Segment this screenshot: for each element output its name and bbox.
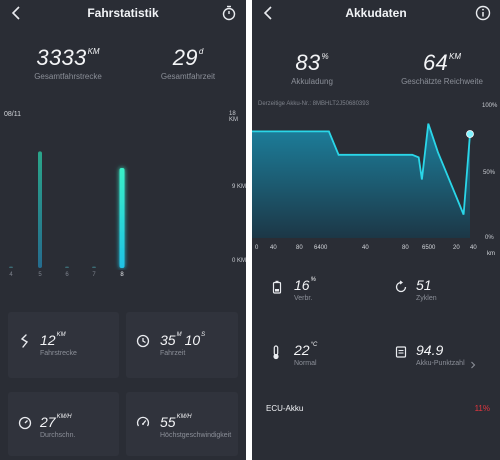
estimated-range-label: Geschätzte Reichweite <box>401 77 483 86</box>
total-time-value: 29 <box>172 45 198 70</box>
total-distance-unit: KM <box>87 47 100 56</box>
total-time: 29d Gesamtfahrzeit <box>148 45 228 81</box>
total-time-unit: d <box>198 47 204 56</box>
clock-icon <box>136 334 150 348</box>
max-speed-value: 55KM/H <box>160 414 192 430</box>
estimated-range: 64KM Geschätzte Reichweite <box>394 50 490 86</box>
battery-icon <box>272 280 282 294</box>
day-tick[interactable]: 6 <box>65 272 69 278</box>
y-label-mid: 50% <box>483 170 496 176</box>
day-tick-selected[interactable]: 8 <box>120 272 124 278</box>
document-icon <box>395 346 407 358</box>
bar-day-5[interactable] <box>38 151 42 268</box>
daily-distance-chart <box>9 151 125 269</box>
consumption-value: 16% <box>294 277 316 293</box>
page-title: Fahrstatistik <box>87 6 159 20</box>
day-tick[interactable]: 5 <box>38 272 42 278</box>
total-distance: 3333KM Gesamtfahrstrecke <box>28 45 108 81</box>
battery-score-value[interactable]: 94.9 <box>416 342 444 358</box>
day-tick[interactable]: 4 <box>9 272 13 278</box>
battery-current-point[interactable] <box>466 130 474 138</box>
avg-speed-value: 27KM/H <box>40 414 72 430</box>
battery-line <box>252 123 471 215</box>
info-icon[interactable] <box>474 4 492 22</box>
thermometer-icon <box>273 345 279 360</box>
consumption-label: Verbr. <box>294 295 313 302</box>
distance-value: 12KM <box>40 332 66 348</box>
total-time-label: Gesamtfahrzeit <box>160 72 216 81</box>
bar-day-6[interactable] <box>65 266 69 269</box>
page-title: Akkudaten <box>345 6 407 20</box>
x-label: 20 <box>453 245 460 251</box>
distance-label: Fahrstrecke <box>40 350 77 357</box>
y-label-min: 0% <box>485 235 494 241</box>
top-bar: Akkudaten <box>252 0 500 26</box>
ride-time-value: 35M 10S <box>160 332 206 348</box>
battery-serial: Derzeitige Akku-Nr.: 8MBHLT2J50680393 <box>258 101 369 107</box>
chevron-left-icon[interactable] <box>260 4 278 22</box>
x-label: 6500 <box>422 245 436 251</box>
driving-statistics-screen: Fahrstatistik 3333KM Gesamtfahrstrecke 2… <box>0 0 246 460</box>
chevron-left-icon[interactable] <box>8 4 26 22</box>
avg-speed-label: Durchschn. <box>40 432 76 439</box>
day-tick[interactable]: 7 <box>92 272 96 278</box>
cycles-label: Zyklen <box>416 295 437 302</box>
battery-charge-label: Akkuladung <box>291 77 333 86</box>
temperature-label: Normal <box>294 360 317 367</box>
battery-level-chart <box>252 123 474 238</box>
avg-speed-card: 27KM/H Durchschn. <box>8 392 119 456</box>
speedometer-icon <box>18 416 32 430</box>
total-distance-value: 3333 <box>36 45 87 70</box>
battery-charge-value: 83 <box>295 50 321 75</box>
x-unit-label: km <box>487 251 495 257</box>
bar-day-8[interactable] <box>119 168 125 268</box>
cycles-value: 51 <box>416 277 432 293</box>
estimated-range-unit: KM <box>449 52 462 61</box>
max-speed-label: Höchstgeschwindigkeit <box>160 432 232 439</box>
battery-charge: 83% Akkuladung <box>272 50 352 86</box>
max-speed-icon <box>136 416 150 427</box>
ecu-battery-value: 11% <box>474 404 490 413</box>
x-label: 40 <box>270 245 277 251</box>
y-label-mid: 9 KM <box>232 184 246 190</box>
bar-day-7[interactable] <box>92 266 96 269</box>
ride-time-card: 35M 10S Fahrzeit <box>126 312 238 378</box>
estimated-range-value: 64 <box>422 50 449 75</box>
temperature-value: 22°C <box>294 342 318 358</box>
bar-day-4[interactable] <box>9 266 13 269</box>
battery-area <box>252 123 470 238</box>
x-label: 40 <box>362 245 369 251</box>
chart-date: 08/11 <box>4 111 21 118</box>
y-label-min: 0 KM <box>232 258 246 264</box>
y-label-max: 100% <box>482 103 498 109</box>
battery-data-screen: Akkudaten 83% Akkuladung 64KM Geschätzte… <box>252 0 500 460</box>
battery-charge-unit: % <box>321 52 329 61</box>
battery-score-label[interactable]: Akku-Punktzahl <box>416 360 465 367</box>
ecu-battery-row: ECU-Akku 11% <box>252 396 500 422</box>
ecu-battery-label: ECU-Akku <box>266 404 304 413</box>
y-label-max: 18 KM <box>229 111 238 123</box>
top-bar: Fahrstatistik <box>0 0 246 26</box>
x-label: 0 <box>255 245 259 251</box>
distance-card: 12KM Fahrstrecke <box>8 312 119 378</box>
x-label: 80 <box>402 245 409 251</box>
route-icon <box>20 334 29 348</box>
x-label: 80 <box>296 245 303 251</box>
x-label: 40 <box>470 245 477 251</box>
max-speed-card: 55KM/H Höchstgeschwindigkeit <box>126 392 238 456</box>
ride-time-label: Fahrzeit <box>160 350 186 357</box>
cycle-icon <box>395 280 407 293</box>
x-label: 6400 <box>314 245 328 251</box>
total-distance-label: Gesamtfahrstrecke <box>34 72 102 81</box>
chevron-right-icon[interactable] <box>470 361 476 369</box>
stopwatch-icon[interactable] <box>220 4 238 22</box>
